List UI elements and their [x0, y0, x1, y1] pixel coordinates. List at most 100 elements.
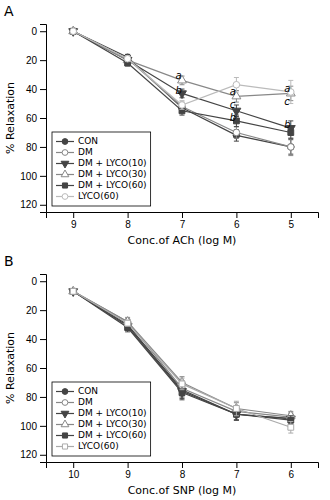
legend-entry: DM + LYCO(60) [56, 430, 147, 440]
x-tick: 7 [180, 212, 186, 230]
x-tick: 5 [289, 212, 295, 230]
legend-swatch-marker [61, 170, 69, 177]
data-point [70, 288, 76, 294]
annotation: a [284, 83, 290, 94]
y-tick-label: 100 [20, 171, 37, 182]
error-bar [234, 406, 239, 418]
x-tick: 7 [234, 462, 240, 480]
data-point [288, 144, 295, 151]
legend-entry: DM + LYCO(10) [56, 158, 147, 168]
legend-label: DM + LYCO(10) [78, 408, 147, 418]
x-tick-mark [73, 212, 74, 218]
legend-entry: LYCO(60) [56, 191, 119, 201]
x-tick-label: 9 [125, 469, 131, 480]
legend-frame [52, 382, 151, 456]
data-point [288, 144, 295, 151]
data-point [288, 424, 294, 430]
x-tick-mark [128, 462, 129, 468]
legend-entry: DM + LYCO(30) [56, 169, 147, 179]
error-bar [180, 377, 185, 389]
error-bar [180, 378, 185, 390]
x-tick-label: 7 [234, 469, 240, 480]
legend-frame [52, 132, 151, 206]
x-tick: 6 [234, 212, 240, 230]
legend-label: DM + LYCO(60) [78, 430, 147, 440]
series-line [73, 31, 291, 147]
y-tick-label: 80 [26, 392, 38, 403]
legend-label: LYCO(60) [78, 191, 119, 201]
y-tick-label: 60 [26, 363, 38, 374]
error-bar [288, 422, 293, 434]
x-tick-label: 5 [289, 219, 295, 230]
y-tick-mark [40, 31, 46, 32]
legend-entry: DM + LYCO(10) [56, 408, 147, 418]
x-tick-label: 8 [125, 219, 131, 230]
annotation: c [284, 96, 290, 107]
data-point [70, 288, 77, 295]
error-bar [125, 56, 130, 62]
series-line [73, 31, 291, 105]
y-tick-label: 120 [20, 199, 37, 210]
y-tick: 100 [20, 421, 46, 432]
y-axis-line [40, 275, 47, 463]
y-tick-mark [40, 118, 46, 119]
y-tick: 40 [26, 84, 46, 95]
x-tick: 9 [71, 212, 77, 230]
x-tick-mark [182, 462, 183, 468]
error-bar [288, 414, 293, 423]
y-tick-mark [40, 205, 46, 206]
legend-label: LYCO(60) [78, 441, 119, 451]
y-tick-label: 40 [26, 334, 38, 345]
x-tick-mark [236, 212, 237, 218]
legend-label: DM + LYCO(60) [78, 180, 147, 190]
data-point [124, 55, 131, 62]
x-tick-label: 10 [68, 469, 80, 480]
legend-swatch-marker [62, 139, 68, 145]
annotation: a [230, 86, 236, 97]
legend-entry: LYCO(60) [56, 441, 119, 451]
legend-label: DM + LYCO(30) [78, 169, 147, 179]
y-tick-mark [40, 368, 46, 369]
legend-swatch-marker [62, 150, 68, 156]
panel: 109876020406080100120Conc.of SNP (log M)… [4, 253, 319, 497]
x-axis-line [47, 463, 319, 469]
y-axis-line [40, 25, 47, 213]
legend-label: DM + LYCO(10) [78, 158, 147, 168]
legend-swatch-marker [62, 444, 67, 449]
legend-swatch-marker [62, 194, 68, 200]
y-tick-mark [40, 310, 46, 311]
series [69, 29, 295, 136]
x-tick: 10 [68, 462, 80, 480]
legend-label: DM [78, 147, 93, 157]
series-line [73, 31, 291, 128]
y-tick: 120 [20, 199, 46, 210]
error-bar [288, 414, 293, 423]
panel: 98765020406080100120Conc.of ACh (log M)%… [4, 3, 319, 247]
y-tick: 60 [26, 113, 46, 124]
y-tick-label: 40 [26, 84, 38, 95]
data-point [179, 102, 186, 109]
legend: CONDMDM + LYCO(10)DM + LYCO(30)DM + LYCO… [52, 382, 151, 456]
panel-label: A [4, 3, 14, 19]
y-tick-mark [40, 147, 46, 148]
x-axis-line [47, 213, 319, 219]
data-point [69, 29, 78, 37]
x-tick: 8 [180, 462, 186, 480]
series-line [73, 31, 291, 147]
y-tick-label: 0 [31, 276, 37, 287]
x-tick-mark [291, 462, 292, 468]
legend-entry: DM + LYCO(60) [56, 180, 147, 190]
legend-entry: CON [56, 136, 98, 146]
annotation: b [230, 112, 236, 123]
annotation: b [284, 119, 290, 130]
data-point [70, 288, 77, 295]
error-bar [234, 127, 239, 139]
y-tick-mark [40, 176, 46, 177]
y-axis-title: % Relaxation [4, 82, 17, 154]
y-tick-label: 20 [26, 55, 38, 66]
annotation: b [175, 85, 181, 96]
error-bar [180, 102, 185, 111]
data-point [233, 406, 239, 412]
data-point [125, 320, 131, 326]
error-bar [234, 130, 239, 142]
